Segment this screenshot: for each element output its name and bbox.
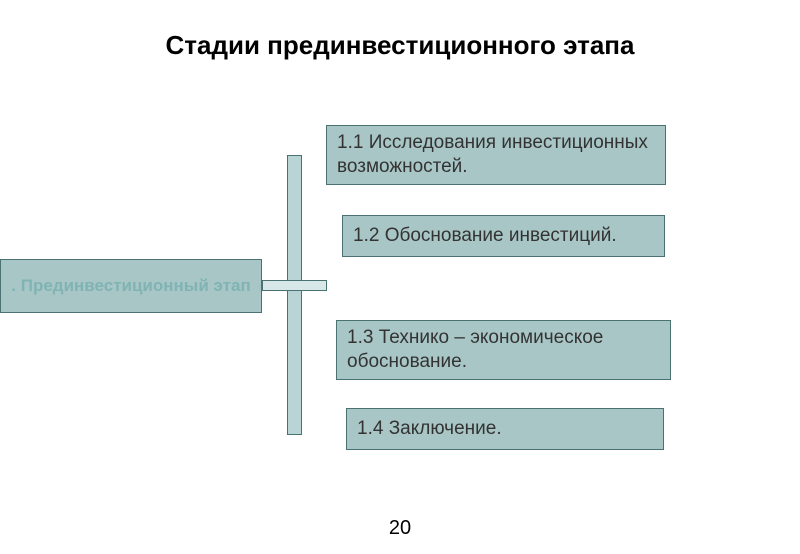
- child-node-1: 1.1 Исследования инвестиционных возможно…: [326, 125, 666, 185]
- connector-horizontal: [262, 280, 327, 291]
- diagram-title: Стадии прединвестиционного этапа: [0, 30, 800, 61]
- child-node-1-label: 1.1 Исследования инвестиционных возможно…: [337, 131, 655, 179]
- connector-vertical: [287, 155, 302, 435]
- child-node-4-label: 1.4 Заключение.: [357, 417, 502, 441]
- root-node: . Прединвестиционный этап: [0, 259, 262, 313]
- page-number: 20: [0, 517, 800, 540]
- child-node-3-label: 1.3 Технико – экономическое обоснование.: [347, 326, 660, 374]
- child-node-3: 1.3 Технико – экономическое обоснование.: [336, 320, 671, 380]
- child-node-2-label: 1.2 Обоснование инвестиций.: [353, 224, 617, 248]
- child-node-4: 1.4 Заключение.: [346, 408, 664, 450]
- child-node-2: 1.2 Обоснование инвестиций.: [342, 215, 665, 257]
- root-node-label: . Прединвестиционный этап: [11, 276, 250, 296]
